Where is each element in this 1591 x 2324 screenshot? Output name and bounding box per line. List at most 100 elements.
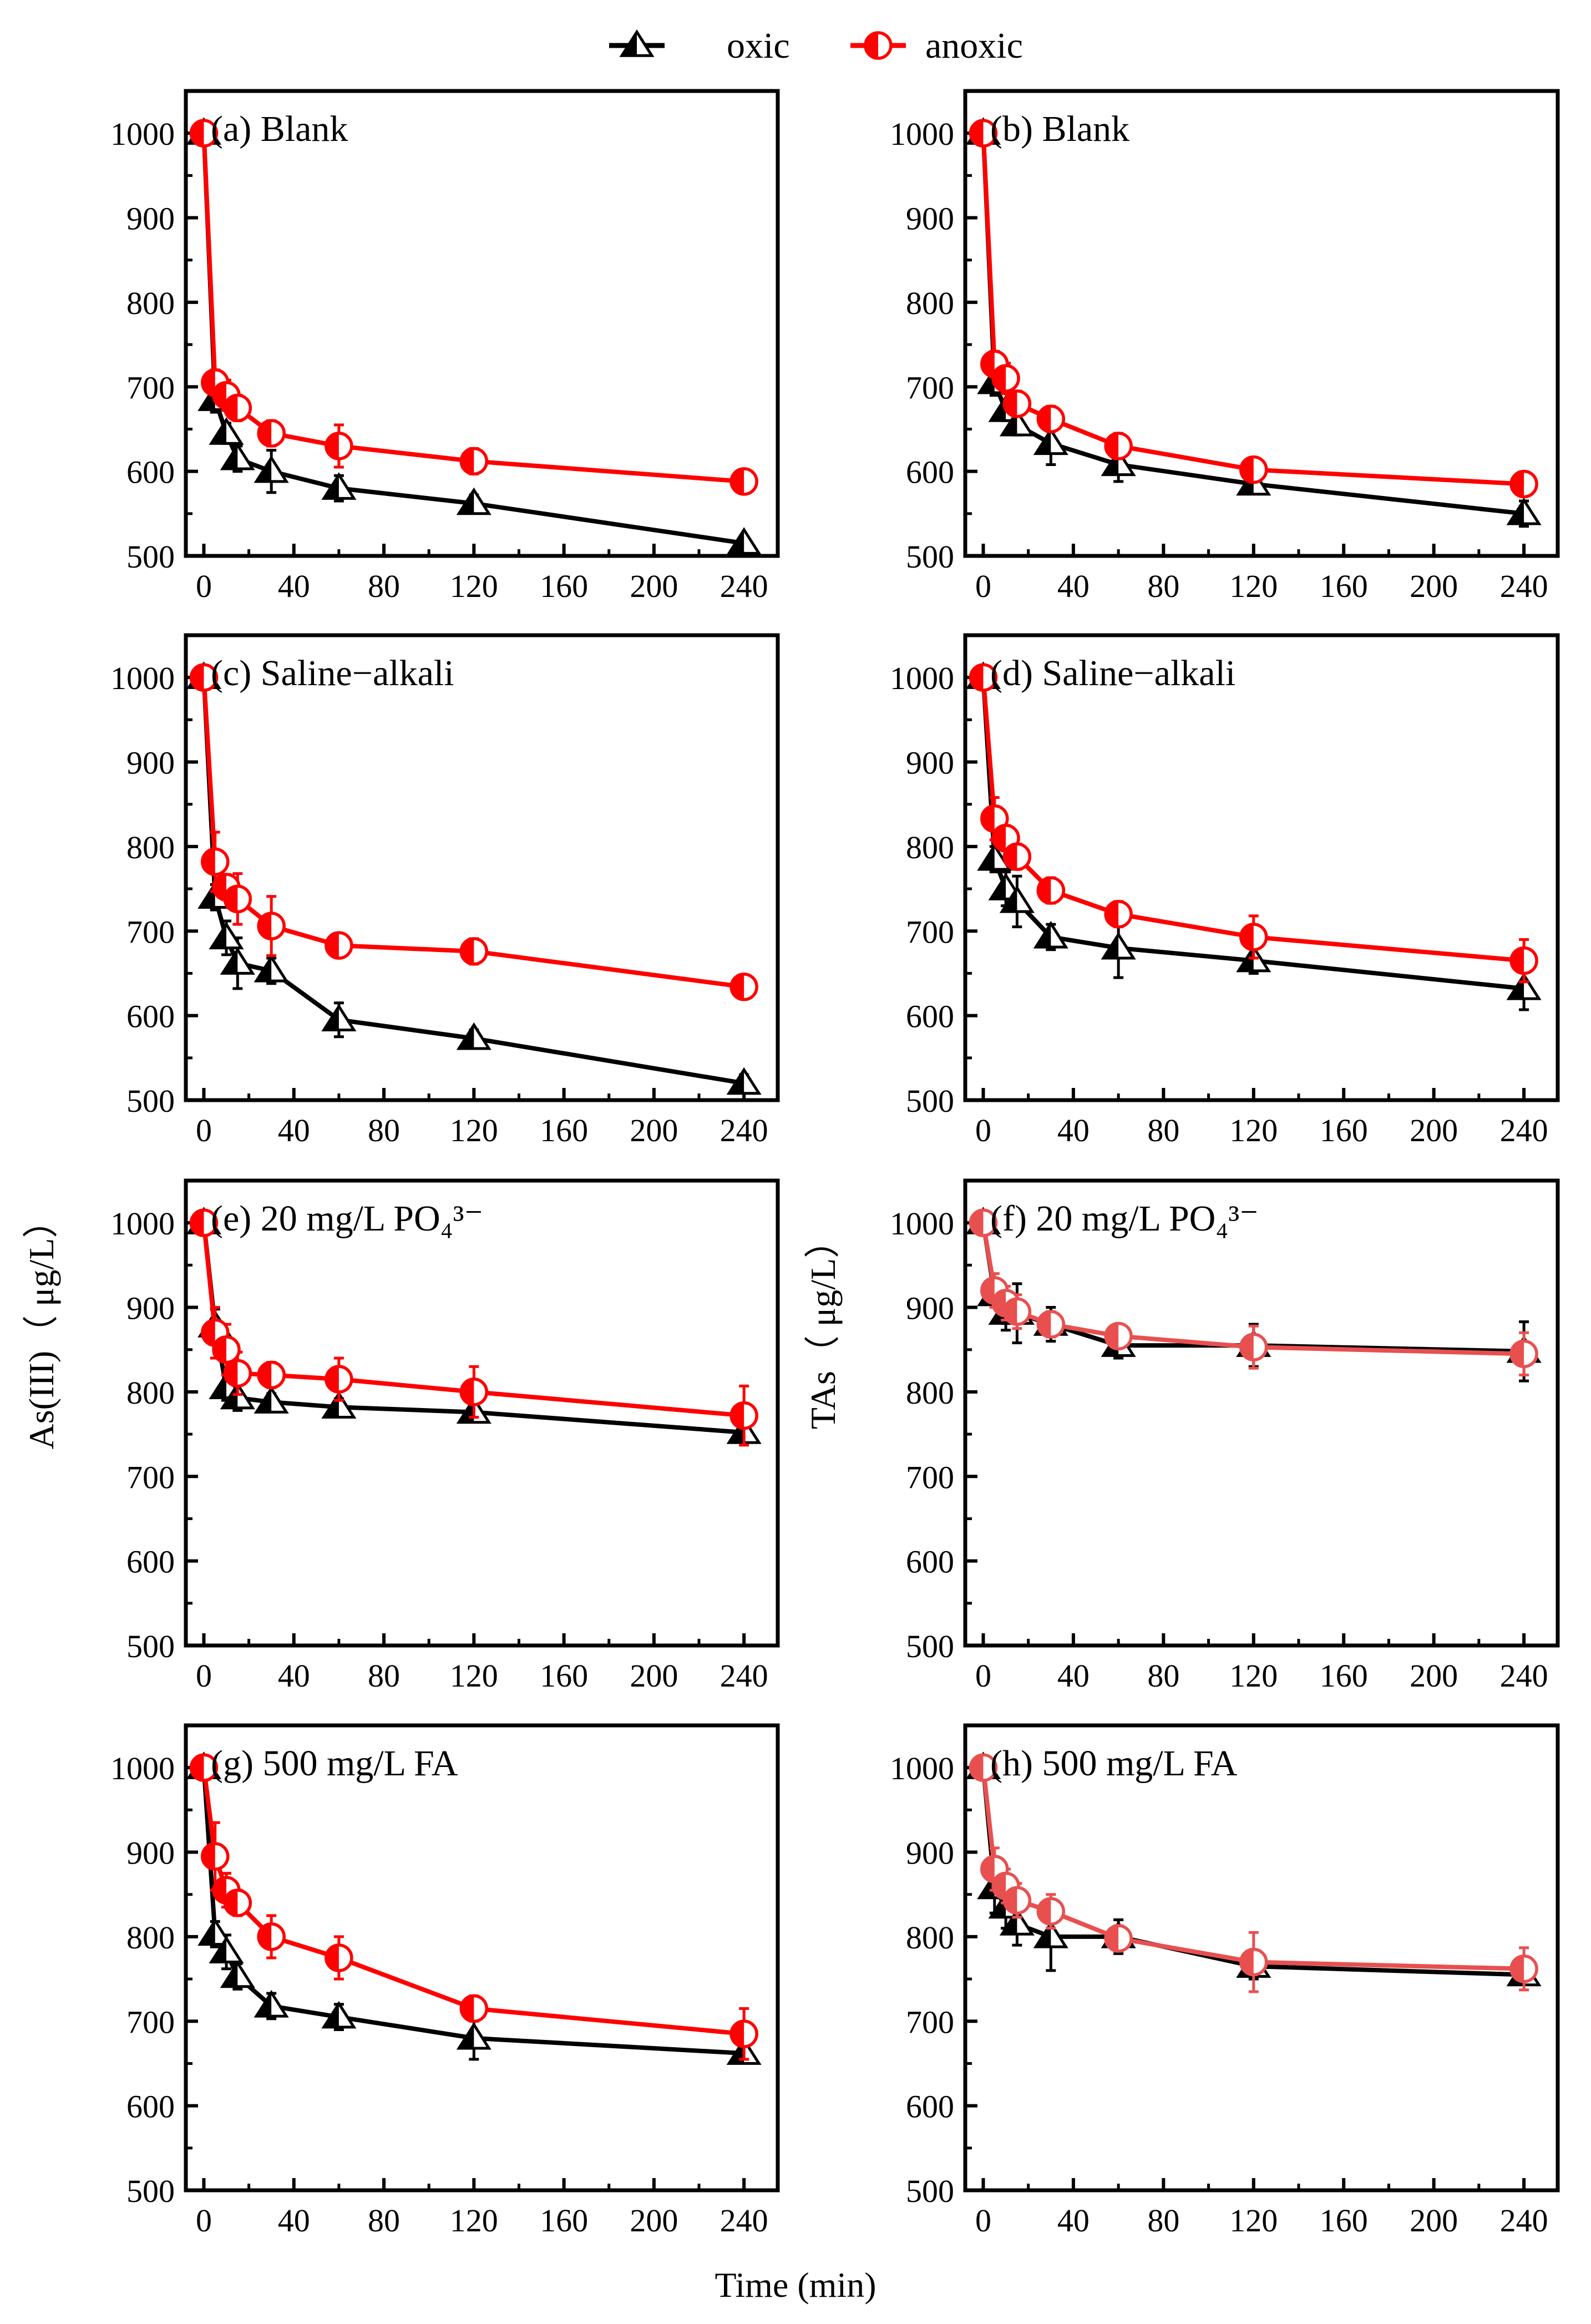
x-tick-label: 0 xyxy=(975,2203,991,2239)
plot-frame xyxy=(963,1178,1560,1648)
x-tick-label: 160 xyxy=(540,568,588,604)
anoxic-marker-outline xyxy=(257,1922,286,1951)
data-point-oxic xyxy=(456,2022,492,2050)
data-point-oxic xyxy=(197,1918,233,1946)
data-point-anoxic xyxy=(257,1360,286,1390)
oxic-marker-outline xyxy=(1033,427,1068,455)
data-point-anoxic xyxy=(729,1401,758,1430)
data-point-anoxic xyxy=(969,1753,998,1782)
series-line-anoxic xyxy=(201,1767,744,2037)
data-point-anoxic xyxy=(257,1922,286,1951)
data-point-oxic xyxy=(254,1989,289,2018)
y-tick-label: 800 xyxy=(126,1375,175,1411)
anoxic-marker-outline xyxy=(200,847,230,877)
oxic-marker-outline xyxy=(619,29,655,57)
data-point-oxic xyxy=(1506,972,1542,1000)
x-tick-label: 160 xyxy=(540,1112,588,1148)
y-tick-label: 700 xyxy=(126,1459,175,1495)
data-point-anoxic xyxy=(325,1365,353,1394)
anoxic-marker-outline xyxy=(729,1401,758,1430)
anoxic-marker-outline xyxy=(325,1365,353,1394)
oxic-marker-outline xyxy=(977,843,1012,871)
x-tick-label: 200 xyxy=(630,1658,678,1694)
data-point-anoxic xyxy=(1036,1310,1066,1339)
data-point-oxic xyxy=(254,1386,289,1414)
x-tick-label: 240 xyxy=(1500,1658,1548,1694)
chart-panel-c: 500 600 700 800 900 1000 0 40 80 120 160 200 240 (c) … xyxy=(110,633,780,1148)
panel-title-e: (e) 20 mg/L PO₄³⁻ xyxy=(211,1198,483,1239)
anoxic-marker-outline xyxy=(1104,1924,1133,1953)
plot-frame xyxy=(184,633,780,1102)
anoxic-marker-outline xyxy=(459,1378,489,1406)
data-point-anoxic xyxy=(729,2019,758,2048)
y-tick-label: 500 xyxy=(126,2173,175,2209)
y-tick-label: 600 xyxy=(126,454,175,490)
data-point-anoxic xyxy=(223,884,252,914)
data-point-anoxic xyxy=(1104,900,1133,929)
chart-panel-d: 500 600 700 800 900 1000 0 40 80 120 160 200 240 (d) … xyxy=(890,633,1560,1148)
oxic-marker-outline xyxy=(456,2022,492,2050)
data-point-oxic xyxy=(1033,1920,1068,1948)
data-point-anoxic xyxy=(459,937,489,966)
x-tick-label: 40 xyxy=(278,568,310,604)
panel-title-h: (h) 500 mg/L FA xyxy=(990,1743,1238,1784)
x-tick-label: 240 xyxy=(1500,568,1548,604)
x-tick-label: 120 xyxy=(450,2203,498,2239)
plot-frame xyxy=(184,1723,780,2193)
legend-label-anoxic: anoxic xyxy=(925,26,1023,66)
y-tick-label: 900 xyxy=(126,745,175,781)
x-tick-label: 0 xyxy=(975,568,991,604)
data-point-anoxic xyxy=(1509,946,1538,975)
anoxic-marker-outline xyxy=(1239,1333,1268,1361)
anoxic-marker-outline xyxy=(1036,404,1066,433)
x-tick-label: 200 xyxy=(1410,568,1458,604)
x-tick-label: 0 xyxy=(975,1658,991,1694)
anoxic-marker-outline xyxy=(200,1842,230,1871)
y-tick-label: 900 xyxy=(906,745,954,781)
oxic-marker-outline xyxy=(1506,972,1542,1000)
x-tick-label: 40 xyxy=(278,1658,310,1694)
anoxic-marker-outline xyxy=(1002,389,1032,418)
panel-title-c: (c) Saline−alkali xyxy=(211,653,454,693)
y-tick-label: 600 xyxy=(906,454,954,490)
data-point-anoxic xyxy=(729,467,758,496)
data-point-oxic xyxy=(726,527,762,555)
panel-title-d: (d) Saline−alkali xyxy=(990,653,1235,693)
y-tick-label: 900 xyxy=(126,201,175,237)
y-tick-label: 800 xyxy=(906,1375,954,1411)
anoxic-marker-outline xyxy=(257,912,286,940)
anoxic-marker-outline xyxy=(864,31,893,60)
data-point-anoxic xyxy=(1036,404,1066,433)
x-tick-label: 80 xyxy=(368,1112,400,1148)
y-tick-label: 700 xyxy=(906,2004,954,2040)
x-tick-label: 200 xyxy=(1410,1112,1458,1148)
data-point-anoxic xyxy=(189,1208,219,1237)
y-tick-label: 500 xyxy=(906,1083,954,1119)
data-point-oxic xyxy=(726,1067,762,1095)
anoxic-marker-outline xyxy=(189,1208,219,1237)
data-point-anoxic xyxy=(991,364,1020,393)
data-point-anoxic xyxy=(1239,923,1268,951)
y-axis-label-left: As(III)（ μg/L） xyxy=(22,1203,61,1450)
oxic-marker-outline xyxy=(220,442,255,470)
data-point-anoxic xyxy=(325,432,353,460)
data-point-anoxic xyxy=(189,1753,219,1782)
oxic-marker-outline xyxy=(321,1004,357,1031)
chart-panel-h: 500 600 700 800 900 1000 0 40 80 120 160 200 240 (h) … xyxy=(890,1723,1560,2239)
anoxic-marker-outline xyxy=(1509,469,1538,499)
data-point-anoxic xyxy=(189,663,219,692)
anoxic-marker-outline xyxy=(1104,900,1133,929)
y-tick-label: 1000 xyxy=(890,116,954,152)
anoxic-marker-outline xyxy=(223,884,252,914)
x-tick-label: 200 xyxy=(1410,2203,1458,2239)
x-tick-label: 0 xyxy=(196,2203,212,2239)
oxic-marker-outline xyxy=(209,922,244,950)
plot-frame xyxy=(963,1723,1560,2193)
x-tick-label: 80 xyxy=(1147,2203,1179,2239)
anoxic-marker-outline xyxy=(1509,946,1538,975)
data-point-anoxic xyxy=(1002,389,1032,418)
panel-title-a: (a) Blank xyxy=(211,109,348,149)
y-tick-label: 1000 xyxy=(890,1750,954,1786)
y-tick-label: 600 xyxy=(126,999,175,1035)
